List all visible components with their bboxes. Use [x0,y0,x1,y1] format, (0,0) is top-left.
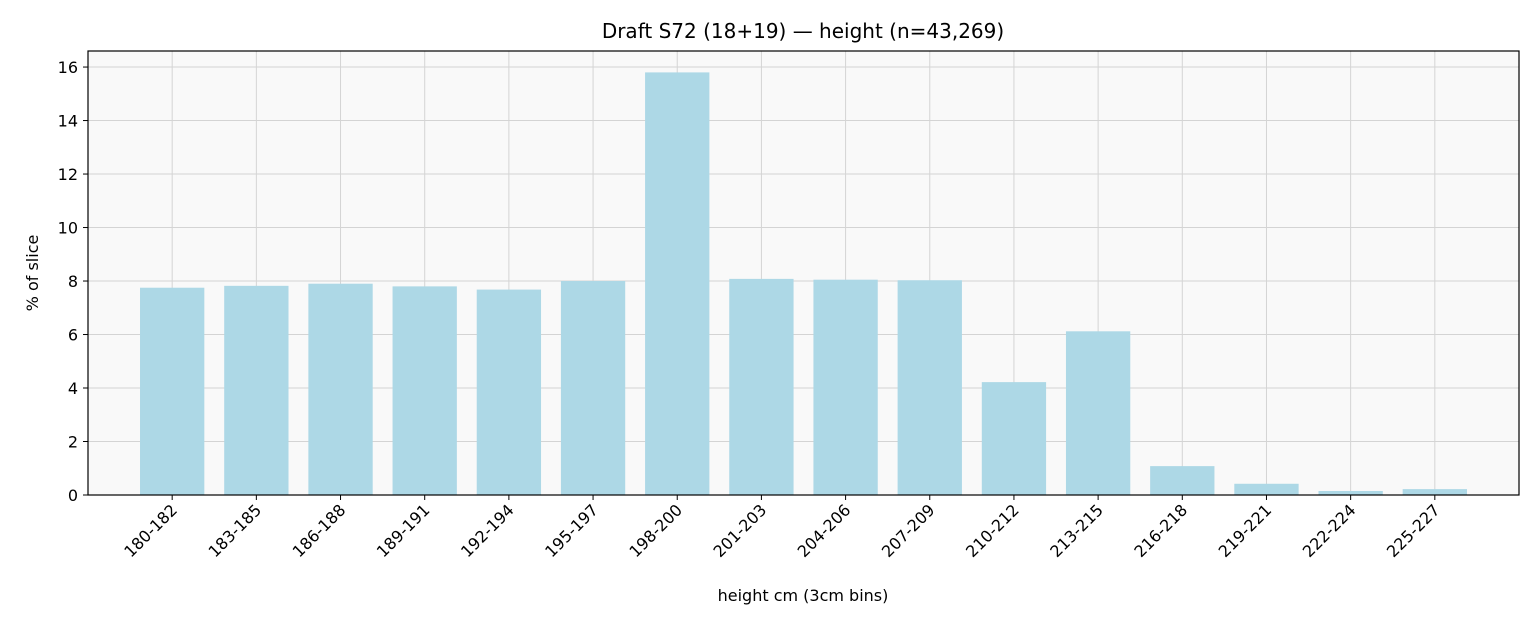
x-tick-label: 180-182 [120,500,181,561]
x-tick-label: 213-215 [1046,500,1107,561]
bar [224,285,289,495]
x-axis-label: height cm (3cm bins) [718,586,889,605]
y-tick-label: 12 [58,165,78,184]
bar [476,289,542,495]
y-tick-label: 0 [68,486,78,505]
plot-area [88,51,1519,495]
x-tick-label: 189-191 [373,500,434,561]
x-tick-label: 222-224 [1299,500,1360,561]
x-tick-label: 219-221 [1215,500,1276,561]
x-tick-label: 183-185 [204,500,265,561]
x-tick-label: 207-209 [878,500,939,561]
y-tick-label: 2 [68,433,78,452]
bar [645,72,710,496]
bar [1234,483,1299,495]
y-tick-label: 14 [58,112,78,131]
x-tick-label: 225-227 [1383,500,1444,561]
x-tick-label: 186-188 [289,500,350,561]
y-tick-label: 16 [58,58,78,77]
bar [729,278,794,495]
chart-title: Draft S72 (18+19) — height (n=43,269) [602,19,1004,43]
bar [140,287,205,495]
bar [1065,331,1131,495]
x-tick-label: 201-203 [710,500,771,561]
bar [560,281,626,495]
bars [140,72,1467,496]
y-tick-label: 6 [68,326,78,345]
y-tick-label: 10 [58,219,78,238]
x-tick-label: 216-218 [1130,500,1191,561]
y-axis-label: % of slice [23,235,42,312]
bar [308,283,373,495]
bar [1150,466,1215,495]
bar [1402,489,1467,495]
x-tick-label: 192-194 [457,500,518,561]
bar [897,280,962,495]
plot-frame [87,50,1520,496]
x-tick-label: 210-212 [962,500,1023,561]
x-tick-label: 195-197 [541,500,602,561]
bar [813,279,878,495]
x-tick-label: 204-206 [794,500,855,561]
y-tick-label: 4 [68,379,78,398]
x-tick-label: 198-200 [625,500,686,561]
bar [1318,490,1383,495]
bar [392,286,457,495]
y-tick-label: 8 [68,272,78,291]
bar [981,382,1047,495]
